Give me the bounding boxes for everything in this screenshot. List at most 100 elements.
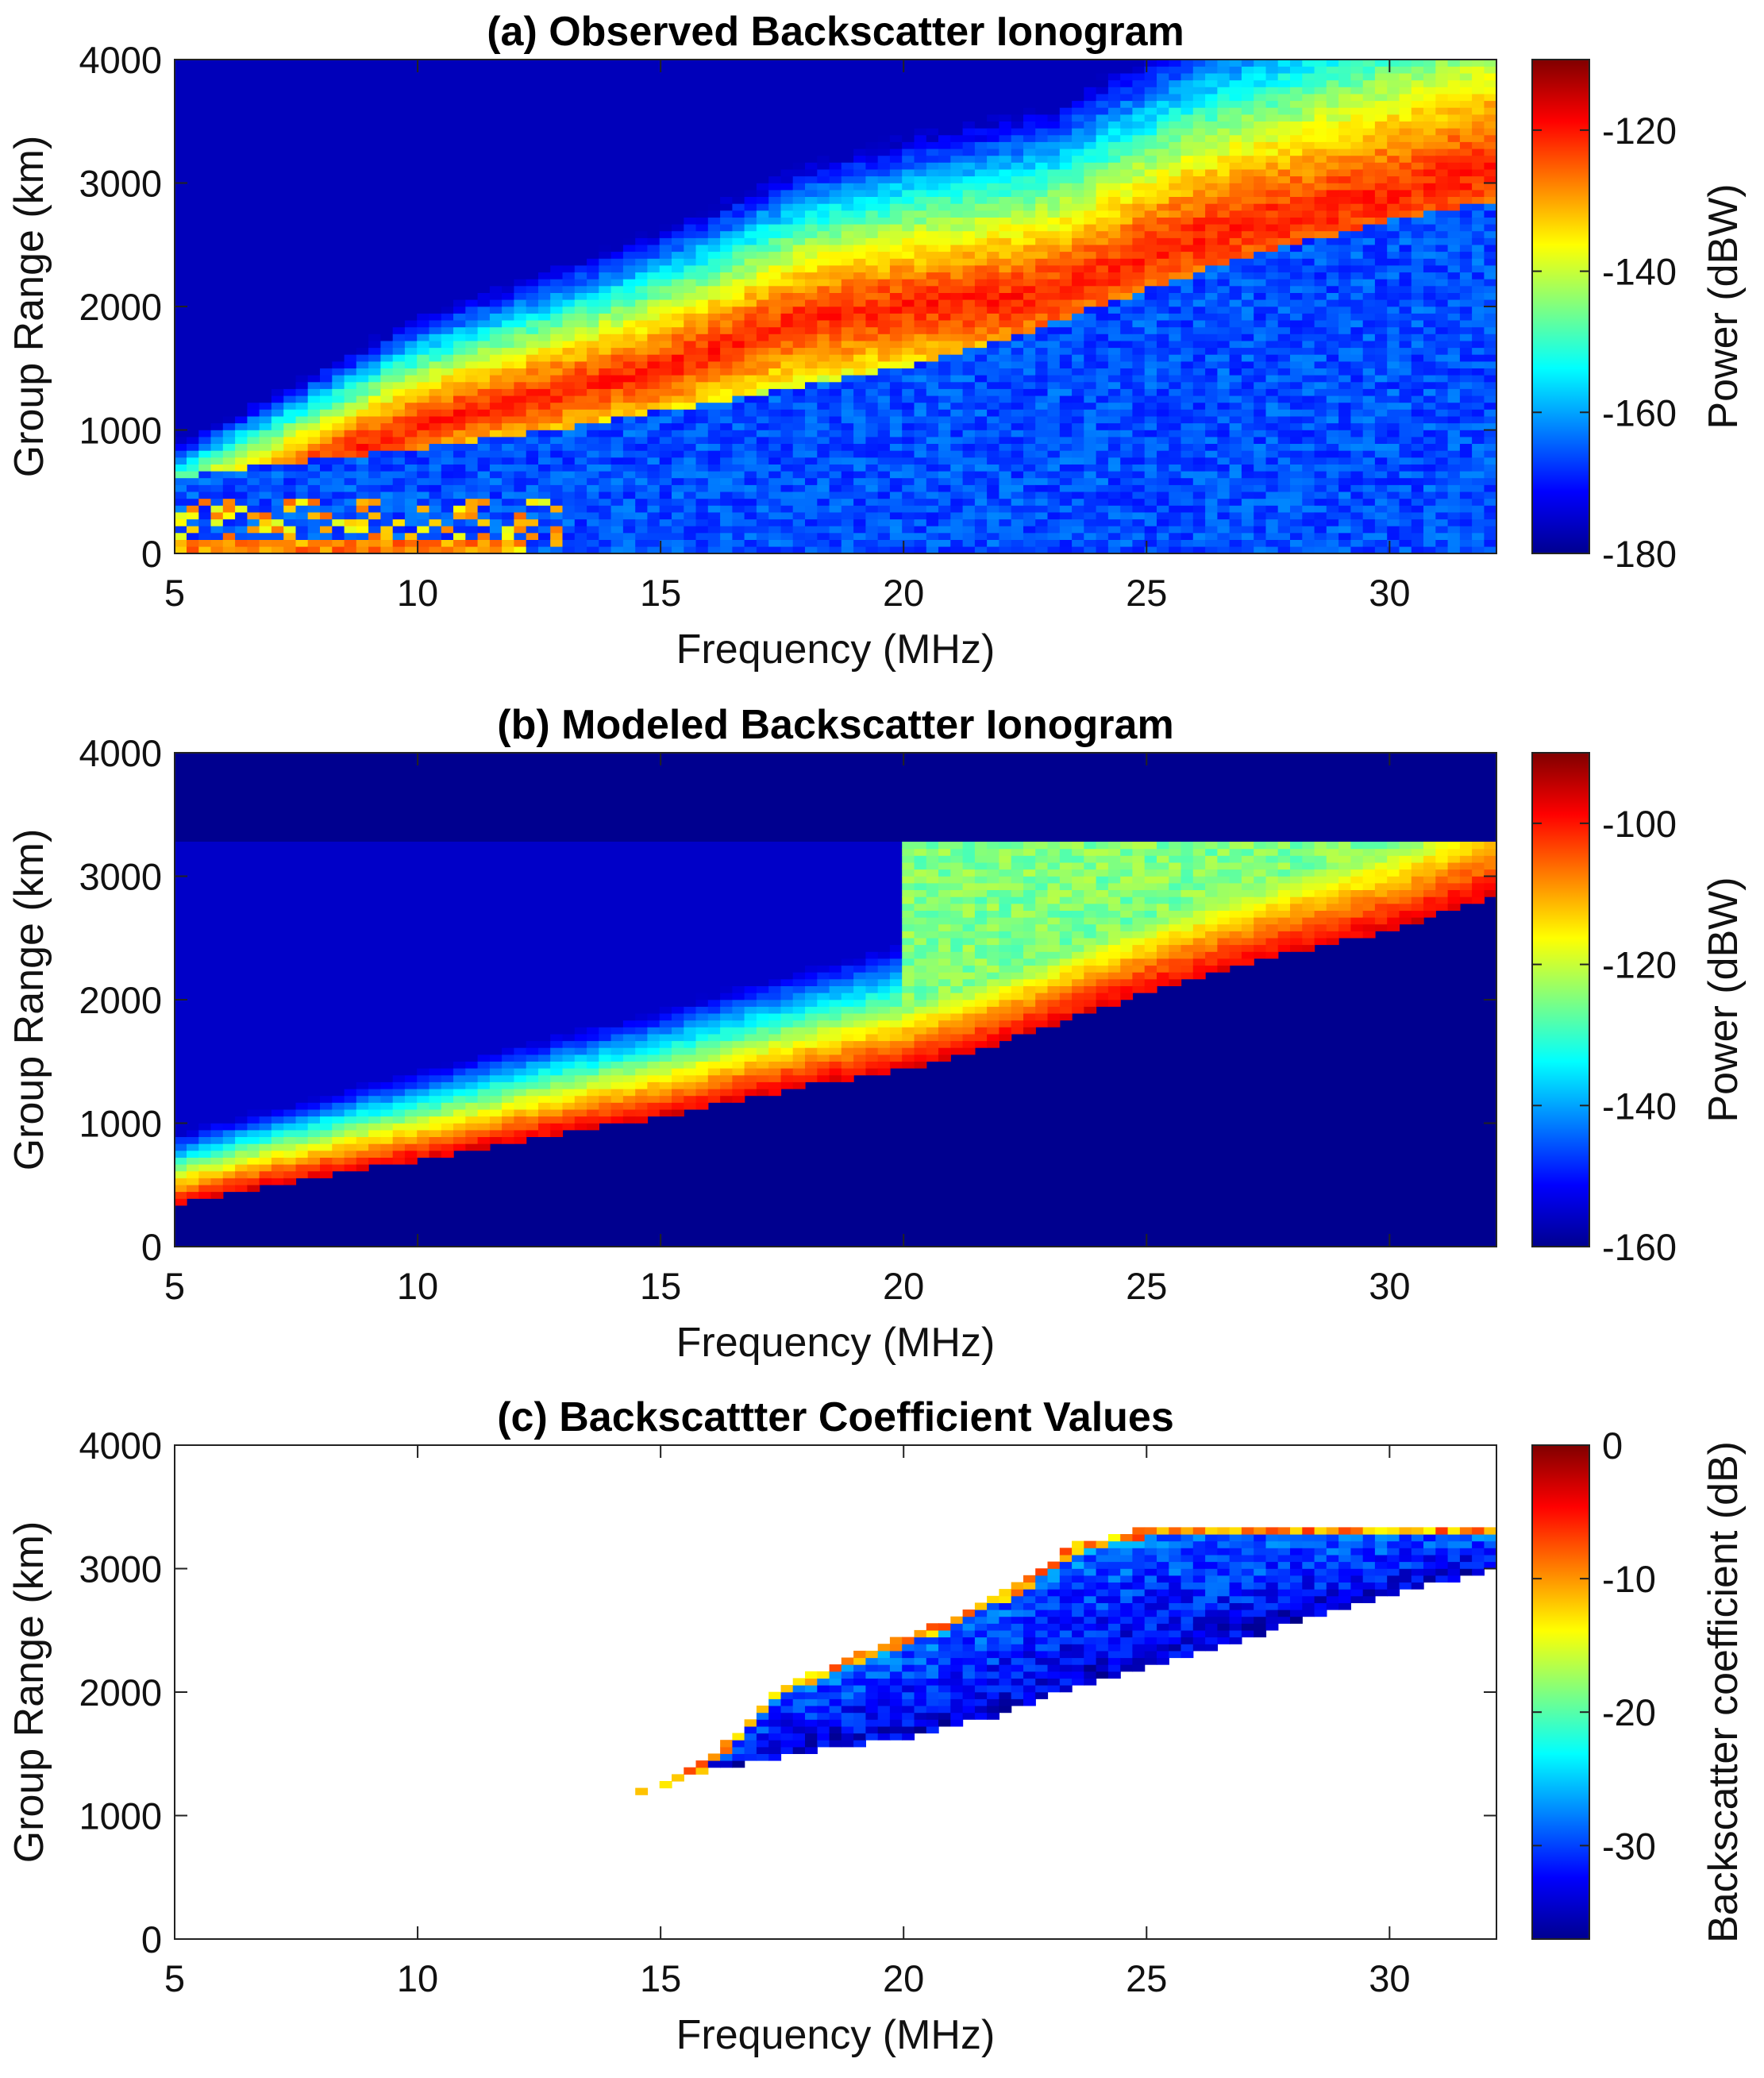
heatmap-cell <box>283 340 297 349</box>
heatmap-cell <box>574 230 587 238</box>
heatmap-cell <box>417 539 430 547</box>
heatmap-cell <box>865 526 879 534</box>
heatmap-cell <box>538 388 551 396</box>
heatmap-cell <box>635 183 649 191</box>
heatmap-cell <box>756 224 769 232</box>
heatmap-cell <box>877 436 891 444</box>
heatmap-cell <box>283 381 297 389</box>
heatmap-cell <box>780 388 794 396</box>
heatmap-cell <box>829 320 842 328</box>
heatmap-cell <box>841 347 854 355</box>
heatmap-cell <box>198 511 212 520</box>
heatmap-cell <box>392 210 406 218</box>
heatmap-cell <box>889 539 903 547</box>
heatmap-cell <box>962 409 976 417</box>
heatmap-cell <box>562 471 576 479</box>
heatmap-cell <box>235 443 248 451</box>
heatmap-cell <box>417 224 430 232</box>
heatmap-cell <box>987 395 999 403</box>
heatmap-cell <box>817 375 830 383</box>
heatmap-cell <box>259 360 272 368</box>
heatmap-cell <box>865 402 879 410</box>
heatmap-cell <box>210 162 224 170</box>
heatmap-cell <box>320 368 333 376</box>
heatmap-cell <box>271 59 284 67</box>
heatmap-cell <box>999 422 1012 430</box>
heatmap-cell <box>259 141 272 149</box>
heatmap-cell <box>307 526 321 534</box>
heatmap-cell <box>417 114 430 121</box>
heatmap-cell <box>622 258 636 266</box>
heatmap-cell <box>744 272 757 280</box>
heatmap-cell <box>477 203 491 211</box>
heatmap-cell <box>610 381 624 389</box>
heatmap-cell <box>550 217 564 225</box>
heatmap-cell <box>599 230 612 238</box>
heatmap-cell <box>926 168 939 177</box>
heatmap-cell <box>344 326 357 334</box>
heatmap-cell <box>732 395 745 403</box>
heatmap-cell <box>332 100 345 108</box>
heatmap-cell <box>307 107 321 115</box>
heatmap-cell <box>744 340 757 349</box>
heatmap-cell <box>707 519 721 526</box>
heatmap-cell <box>974 230 988 238</box>
heatmap-cell <box>732 539 745 547</box>
heatmap-cell <box>198 162 212 170</box>
heatmap-cell <box>320 436 333 444</box>
heatmap-cell <box>210 264 224 273</box>
heatmap-cell <box>647 168 661 177</box>
heatmap-cell <box>526 477 539 485</box>
heatmap-cell <box>174 264 187 273</box>
heatmap-cell <box>222 388 236 396</box>
heatmap-cell <box>853 251 866 259</box>
heatmap-cell <box>902 368 915 376</box>
heatmap-cell <box>271 121 284 129</box>
heatmap-cell <box>562 258 576 266</box>
heatmap-cell <box>792 292 806 300</box>
heatmap-cell <box>768 203 782 211</box>
heatmap-cell <box>938 162 951 170</box>
heatmap-cell <box>974 333 988 341</box>
heatmap-cell <box>344 484 357 492</box>
heatmap-cell <box>914 347 927 355</box>
heatmap-cell <box>635 430 649 438</box>
heatmap-cell <box>477 79 491 87</box>
heatmap-cell <box>174 415 187 424</box>
heatmap-cell <box>865 368 879 376</box>
heatmap-cell <box>732 457 745 465</box>
heatmap-cell <box>502 436 514 444</box>
heatmap-cell <box>210 457 224 465</box>
heatmap-cell <box>805 306 818 314</box>
heatmap-cell <box>780 87 794 94</box>
heatmap-cell <box>587 333 599 341</box>
heatmap-cell <box>805 217 818 225</box>
heatmap-cell <box>477 471 491 479</box>
heatmap-cell <box>829 340 842 349</box>
heatmap-cell <box>587 299 599 307</box>
heatmap-cell <box>889 347 903 355</box>
heatmap-cell <box>962 539 976 547</box>
heatmap-cell <box>404 121 418 129</box>
heatmap-cell <box>368 162 381 170</box>
heatmap-cell <box>271 134 284 142</box>
heatmap-cell <box>902 388 915 396</box>
heatmap-cell <box>222 511 236 520</box>
heatmap-cell <box>805 189 818 197</box>
heatmap-cell <box>222 148 236 156</box>
heatmap-cell <box>453 285 466 293</box>
heatmap-cell <box>259 492 272 499</box>
heatmap-cell <box>610 279 624 287</box>
heatmap-cell <box>210 492 224 499</box>
heatmap-cell <box>174 292 187 300</box>
heatmap-cell <box>756 141 769 149</box>
heatmap-cell <box>404 217 418 225</box>
heatmap-cell <box>865 230 879 238</box>
heatmap-cell <box>441 59 454 67</box>
heatmap-cell <box>987 539 999 547</box>
heatmap-cell <box>841 526 854 534</box>
heatmap-cell <box>695 360 709 368</box>
heatmap-cell <box>332 114 345 121</box>
heatmap-cell <box>744 251 757 259</box>
heatmap-cell <box>610 450 624 458</box>
